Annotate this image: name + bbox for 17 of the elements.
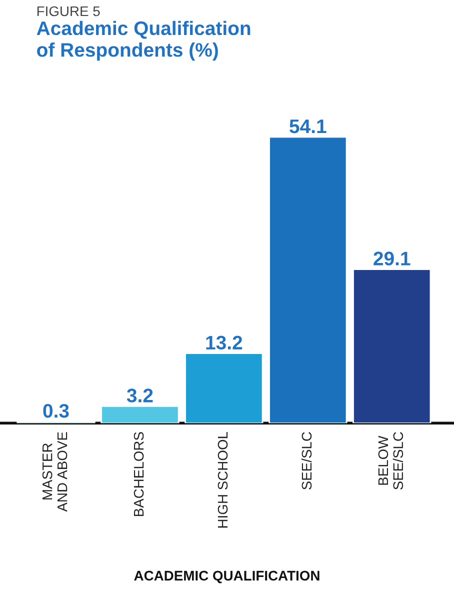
x-tick-label: MASTER AND ABOVE (42, 432, 68, 512)
x-tick-label: BACHELORS (134, 432, 144, 516)
x-tick-label: HIGH SCHOOL (218, 432, 228, 528)
data-label: 3.2 (126, 388, 153, 402)
x-tick-label: BELOW SEE/SLC (378, 432, 404, 490)
data-label: 29.1 (374, 252, 410, 266)
x-axis-title: ACADEMIC QUALIFICATION (134, 570, 320, 584)
caption: FIGURE 5 (37, 6, 100, 16)
chart-title: Academic Qualification of Respondents (%) (36, 20, 250, 61)
data-label: 13.2 (206, 336, 242, 350)
data-label: 0.3 (43, 404, 69, 418)
data-label: 54.1 (290, 120, 326, 134)
bar (268, 137, 348, 424)
bar (184, 352, 264, 424)
bar (352, 268, 432, 424)
bar (100, 406, 180, 424)
x-tick-label: SEE/SLC (301, 432, 312, 490)
